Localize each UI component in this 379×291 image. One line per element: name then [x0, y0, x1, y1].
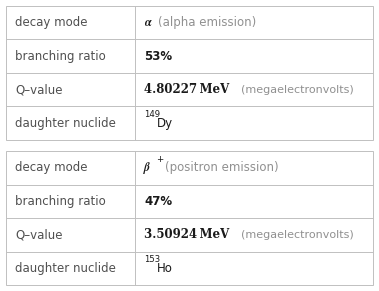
Bar [6, 6, 373, 140]
Text: 153: 153 [144, 255, 160, 264]
Bar [6, 151, 373, 285]
Text: daughter nuclide: daughter nuclide [15, 262, 116, 275]
Text: (positron emission): (positron emission) [165, 161, 279, 174]
Text: Q–value: Q–value [15, 83, 63, 96]
Text: 3.50924 MeV: 3.50924 MeV [144, 228, 229, 242]
Text: branching ratio: branching ratio [15, 49, 106, 63]
Text: 53%: 53% [144, 49, 172, 63]
Text: 4.80227 MeV: 4.80227 MeV [144, 83, 229, 96]
Bar [6, 6, 373, 140]
Text: branching ratio: branching ratio [15, 195, 106, 208]
Text: daughter nuclide: daughter nuclide [15, 117, 116, 130]
Bar [6, 151, 373, 285]
Text: (alpha emission): (alpha emission) [158, 16, 257, 29]
Text: Ho: Ho [157, 262, 173, 275]
Text: Q–value: Q–value [15, 228, 63, 242]
Text: Dy: Dy [157, 117, 174, 130]
Text: (megaelectronvolts): (megaelectronvolts) [241, 230, 353, 240]
Text: 47%: 47% [144, 195, 172, 208]
Text: β: β [144, 162, 150, 174]
Text: α: α [144, 17, 151, 29]
Text: decay mode: decay mode [15, 161, 88, 174]
Text: +: + [157, 155, 164, 164]
Text: (megaelectronvolts): (megaelectronvolts) [241, 85, 353, 95]
Text: decay mode: decay mode [15, 16, 88, 29]
Text: 149: 149 [144, 110, 160, 119]
